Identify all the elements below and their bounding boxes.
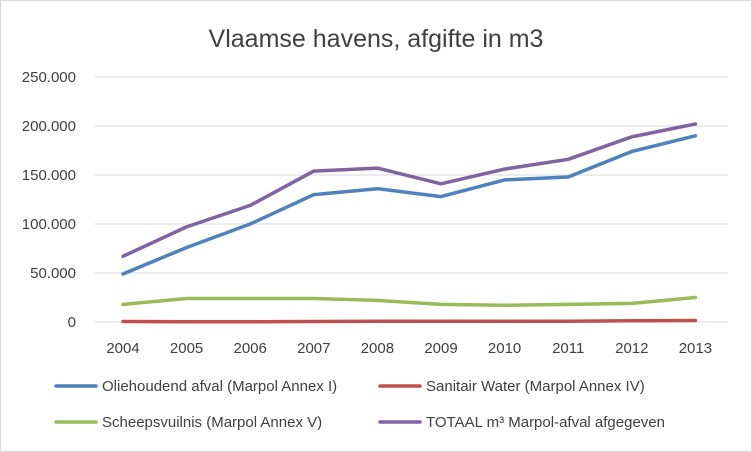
- data-point: [249, 321, 251, 323]
- series-line-1: [121, 134, 698, 276]
- data-point: [440, 196, 442, 198]
- y-axis-ticks: 0 50.000 100.000 150.000 200.000 250.000: [22, 69, 76, 331]
- gridlines: [95, 76, 728, 323]
- y-tick-label: 200.000: [22, 118, 76, 135]
- data-point: [631, 320, 633, 322]
- data-point: [122, 255, 124, 257]
- data-point: [631, 150, 633, 152]
- x-tick-label: 2013: [679, 340, 712, 357]
- data-point: [186, 247, 188, 249]
- x-tick-label: 2012: [615, 340, 648, 357]
- data-point: [376, 188, 378, 190]
- legend-label: Oliehoudend afval (Marpol Annex I): [102, 378, 337, 395]
- y-tick-label: 150.000: [22, 167, 76, 184]
- legend: Oliehoudend afval (Marpol Annex I) Sanita…: [54, 378, 665, 431]
- data-point: [313, 297, 315, 299]
- x-tick-label: 2004: [106, 340, 139, 357]
- data-point: [376, 320, 378, 322]
- plot-series: [121, 122, 698, 324]
- x-tick-label: 2005: [170, 340, 203, 357]
- data-point: [249, 204, 251, 206]
- chart-title: Vlaamse havens, afgifte in m3: [209, 25, 544, 53]
- data-point: [249, 223, 251, 225]
- data-point: [567, 176, 569, 178]
- data-point: [440, 303, 442, 305]
- data-point: [440, 183, 442, 185]
- data-point: [694, 297, 696, 298]
- data-point: [694, 320, 696, 322]
- x-tick-label: 2009: [424, 340, 457, 357]
- data-point: [186, 226, 188, 228]
- y-tick-label: 50.000: [30, 265, 76, 282]
- data-point: [440, 320, 442, 322]
- data-point: [567, 158, 569, 160]
- data-point: [504, 320, 506, 322]
- data-point: [122, 273, 124, 275]
- x-tick-label: 2007: [297, 340, 330, 357]
- x-tick-label: 2008: [361, 340, 394, 357]
- data-point: [186, 297, 188, 299]
- data-point: [567, 303, 569, 305]
- series-line-4: [121, 122, 698, 259]
- legend-label: Sanitair Water (Marpol Annex IV): [426, 378, 645, 395]
- data-point: [313, 321, 315, 323]
- data-point: [376, 167, 378, 169]
- data-point: [631, 302, 633, 304]
- y-tick-label: 100.000: [22, 216, 76, 233]
- x-tick-label: 2010: [488, 340, 521, 357]
- data-point: [504, 168, 506, 170]
- data-point: [186, 321, 188, 323]
- data-point: [567, 320, 569, 322]
- data-point: [631, 136, 633, 138]
- data-point: [694, 135, 696, 137]
- legend-label: Scheepsvuilnis (Marpol Annex V): [102, 414, 322, 431]
- data-point: [376, 299, 378, 301]
- data-point: [694, 123, 696, 125]
- data-point: [122, 303, 124, 305]
- data-point: [504, 304, 506, 306]
- x-axis-ticks: 2004 2005 2006 2007 2008 2009 2010 2011 2012 2013: [106, 340, 712, 357]
- x-tick-label: 2011: [552, 340, 584, 357]
- y-tick-label: 0: [68, 314, 76, 331]
- y-tick-label: 250.000: [22, 69, 76, 86]
- data-point: [313, 170, 315, 172]
- x-tick-label: 2006: [234, 340, 267, 357]
- series-line-2: [121, 318, 698, 324]
- data-point: [313, 194, 315, 196]
- data-point: [249, 297, 251, 299]
- series-line-3: [121, 295, 698, 308]
- legend-label: TOTAAL m³ Marpol-afval afgegeven: [426, 414, 665, 431]
- data-point: [504, 179, 506, 181]
- data-point: [122, 321, 124, 323]
